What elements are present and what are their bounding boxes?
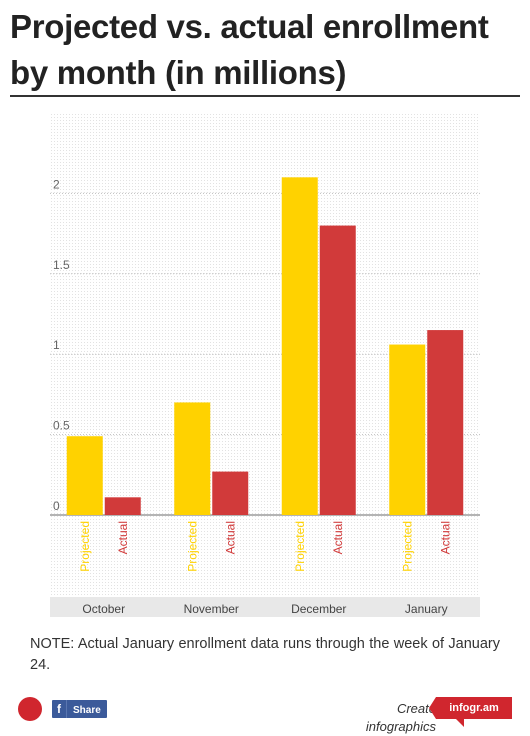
footnote: NOTE: Actual January enrollment data run… xyxy=(30,634,500,676)
bar-chart: 0 0.5 1 1.5 2 Projected Actual October Projected… xyxy=(0,0,530,630)
bar-label-actual: Actual xyxy=(223,521,237,554)
y-tick-label: 0 xyxy=(53,499,60,513)
bar-label-projected: Projected xyxy=(185,521,199,572)
category-label: December xyxy=(291,602,346,616)
bar-projected-december xyxy=(282,177,318,515)
bar-actual-december xyxy=(320,226,356,515)
bar-label-projected: Projected xyxy=(293,521,307,572)
share-label: Share xyxy=(73,705,101,716)
infogram-brand-badge[interactable]: infogr.am xyxy=(436,697,512,719)
y-tick-label: 1 xyxy=(53,338,60,352)
facebook-share-button[interactable]: f Share xyxy=(52,700,107,718)
bar-actual-november xyxy=(212,472,248,515)
category-label: January xyxy=(405,602,448,616)
bar-label-actual: Actual xyxy=(331,521,345,554)
category-label: October xyxy=(82,602,125,616)
create-infographics-link[interactable]: Create infographics xyxy=(326,700,436,718)
bar-label-actual: Actual xyxy=(116,521,130,554)
bar-actual-january xyxy=(427,330,463,515)
bar-label-projected: Projected xyxy=(78,521,92,572)
y-tick-label: 2 xyxy=(53,177,60,191)
category-label: November xyxy=(184,602,239,616)
y-tick-label: 1.5 xyxy=(53,258,70,272)
y-tick-label: 0.5 xyxy=(53,419,70,433)
facebook-icon: f xyxy=(52,700,67,718)
bar-projected-october xyxy=(67,436,103,515)
infogram-logo-icon[interactable] xyxy=(18,697,42,721)
bar-projected-november xyxy=(174,402,210,515)
bar-label-actual: Actual xyxy=(438,521,452,554)
bar-actual-october xyxy=(105,497,141,515)
bar-label-projected: Projected xyxy=(400,521,414,572)
bar-projected-january xyxy=(389,345,425,515)
